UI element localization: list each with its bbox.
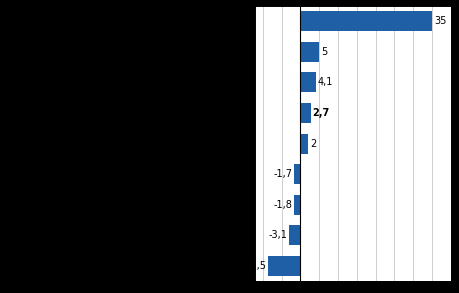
Bar: [300, 11, 431, 31]
Bar: [300, 42, 319, 62]
Text: 2: 2: [309, 139, 315, 149]
Text: 4,1: 4,1: [317, 77, 332, 87]
Text: 35: 35: [433, 16, 445, 26]
Text: -3,1: -3,1: [268, 230, 286, 240]
Bar: [268, 256, 300, 276]
Text: -8,5: -8,5: [247, 261, 266, 271]
Bar: [293, 195, 300, 215]
Bar: [300, 134, 307, 154]
Bar: [288, 225, 300, 245]
Text: -1,8: -1,8: [273, 200, 291, 210]
Text: 5: 5: [320, 47, 327, 57]
Text: -1,7: -1,7: [273, 169, 292, 179]
Bar: [300, 72, 315, 92]
Text: 2,7: 2,7: [312, 108, 329, 118]
Bar: [300, 103, 310, 123]
Bar: [293, 164, 300, 184]
